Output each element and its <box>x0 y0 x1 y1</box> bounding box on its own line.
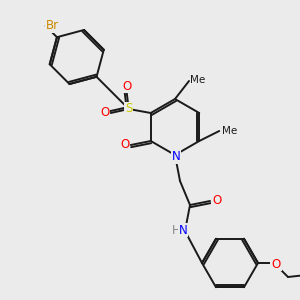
Text: O: O <box>212 194 222 206</box>
Text: N: N <box>172 151 180 164</box>
Text: Me: Me <box>222 126 237 136</box>
Text: O: O <box>100 106 110 119</box>
Text: O: O <box>272 257 280 271</box>
Text: O: O <box>120 139 129 152</box>
Text: Br: Br <box>46 20 59 32</box>
Text: H: H <box>172 224 180 236</box>
Text: Me: Me <box>190 75 206 85</box>
Text: O: O <box>122 80 131 92</box>
Text: S: S <box>125 103 132 116</box>
Text: N: N <box>178 224 188 236</box>
